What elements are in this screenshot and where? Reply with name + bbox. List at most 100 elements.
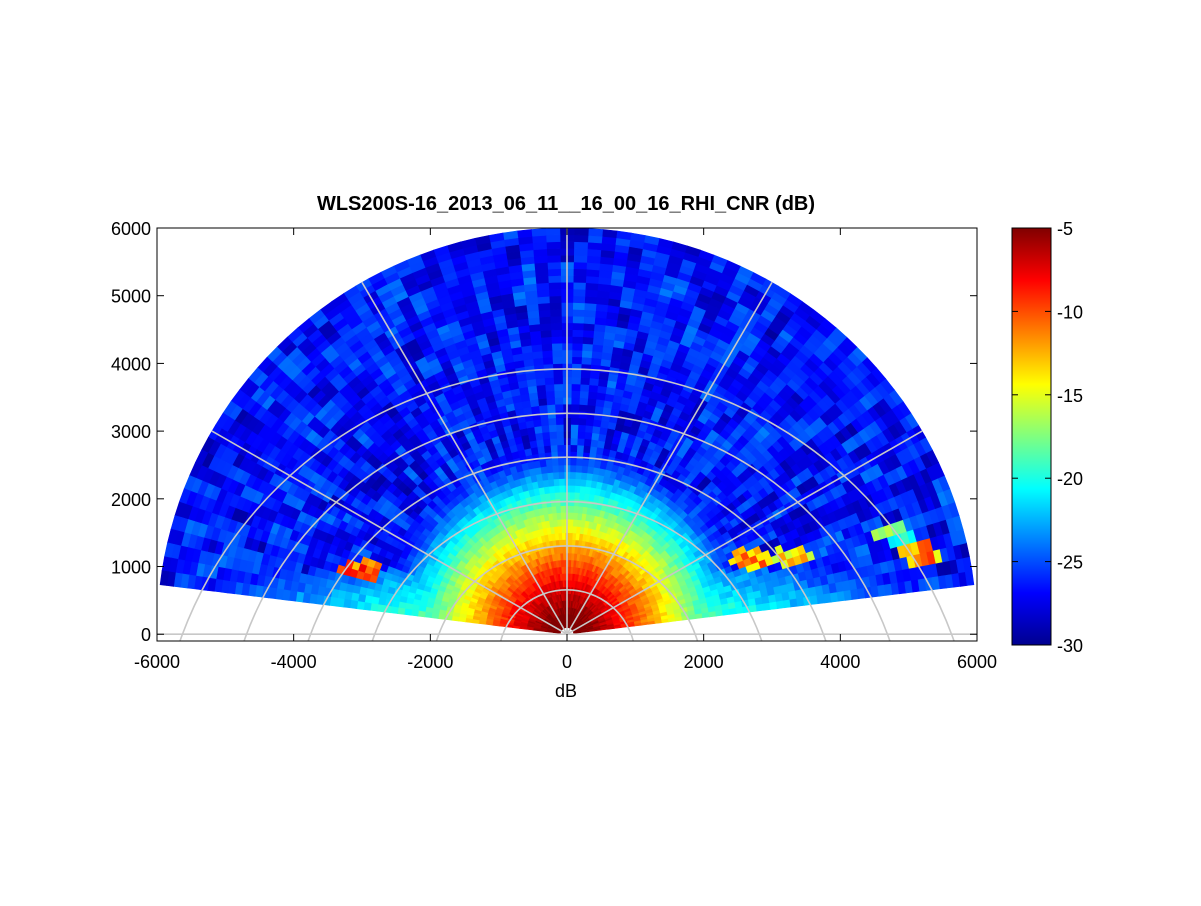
cnr-cell bbox=[574, 248, 588, 255]
cnr-cell bbox=[418, 611, 426, 617]
cnr-cell bbox=[578, 411, 586, 418]
cnr-cell bbox=[574, 242, 588, 249]
cnr-cell bbox=[587, 405, 596, 413]
x-tick-label: -6000 bbox=[134, 652, 180, 672]
cnr-cell bbox=[534, 256, 548, 264]
cnr-cell bbox=[581, 466, 588, 473]
cnr-cell bbox=[535, 269, 548, 277]
cnr-cell bbox=[533, 419, 541, 427]
cnr-cell bbox=[588, 235, 602, 243]
cnr-cell bbox=[586, 412, 594, 420]
cnr-cell bbox=[546, 391, 555, 398]
cnr-cell bbox=[573, 296, 585, 303]
cnr-cell bbox=[543, 357, 553, 364]
cnr-cell bbox=[577, 445, 584, 452]
cnr-cell bbox=[555, 397, 563, 404]
cnr-cell bbox=[602, 230, 617, 238]
cnr-cell bbox=[404, 609, 412, 616]
cnr-cell bbox=[575, 486, 581, 493]
cnr-cell bbox=[544, 371, 554, 378]
cnr-cell bbox=[547, 262, 560, 269]
cnr-cell bbox=[548, 275, 561, 282]
cnr-cell bbox=[581, 371, 591, 378]
cnr-cell bbox=[575, 479, 581, 486]
cnr-cell bbox=[572, 350, 582, 357]
cnr-cell bbox=[552, 343, 562, 350]
cnr-cell bbox=[587, 466, 594, 474]
cnr-cell bbox=[569, 512, 573, 519]
cnr-cell bbox=[571, 377, 580, 384]
cnr-cell bbox=[590, 371, 600, 379]
cnr-cell bbox=[547, 248, 561, 255]
cnr-cell bbox=[584, 303, 596, 311]
cnr-cell bbox=[559, 479, 565, 486]
cnr-cell bbox=[570, 438, 577, 445]
cnr-cell bbox=[540, 418, 548, 426]
cnr-cell bbox=[535, 371, 545, 379]
y-tick-label: 4000 bbox=[111, 354, 151, 374]
cnr-cell bbox=[552, 465, 558, 472]
cnr-cell bbox=[557, 445, 564, 452]
cnr-cell bbox=[550, 316, 561, 323]
cnr-cell bbox=[572, 526, 576, 533]
cnr-cell bbox=[551, 323, 562, 330]
colorbar bbox=[1012, 228, 1051, 645]
cnr-cell bbox=[573, 303, 585, 310]
cnr-cell bbox=[560, 492, 565, 499]
cnr-cell bbox=[573, 513, 578, 520]
cnr-cell bbox=[568, 546, 571, 553]
cnr-cell bbox=[569, 519, 573, 526]
cnr-cell bbox=[538, 303, 550, 311]
cnr-cell bbox=[578, 418, 586, 425]
cnr-cell bbox=[548, 269, 561, 276]
x-tick-label: 4000 bbox=[820, 652, 860, 672]
cnr-cell bbox=[397, 608, 405, 615]
cnr-cell bbox=[551, 330, 562, 337]
cnr-cell bbox=[555, 411, 563, 418]
cnr-cell bbox=[573, 289, 585, 296]
cnr-cell bbox=[532, 235, 546, 243]
cnr-cell bbox=[583, 323, 594, 331]
colorbar-tick-label: -20 bbox=[1057, 469, 1083, 489]
cnr-cell bbox=[574, 228, 589, 235]
cnr-cell bbox=[540, 323, 551, 331]
cnr-cell bbox=[452, 616, 459, 621]
y-tick-label: 5000 bbox=[111, 287, 151, 307]
colorbar-tick-label: -10 bbox=[1057, 302, 1083, 322]
cnr-cell bbox=[554, 384, 563, 391]
cnr-cell bbox=[592, 426, 600, 434]
cnr-cell bbox=[535, 378, 545, 386]
cnr-cell bbox=[573, 262, 586, 269]
cnr-cell bbox=[550, 445, 557, 452]
cnr-cell bbox=[574, 492, 579, 499]
cnr-cell bbox=[539, 405, 548, 413]
cnr-cell bbox=[586, 473, 593, 481]
cnr-cell bbox=[580, 391, 589, 398]
cnr-cell bbox=[553, 479, 559, 486]
cnr-cell bbox=[552, 458, 559, 465]
cnr-cell bbox=[573, 282, 586, 289]
cnr-cell bbox=[570, 472, 576, 479]
cnr-cell bbox=[570, 465, 576, 472]
cnr-cell bbox=[544, 445, 551, 452]
cnr-cell bbox=[539, 317, 551, 325]
cnr-cell bbox=[573, 309, 585, 316]
cnr-cell bbox=[536, 283, 549, 291]
cnr-cell bbox=[431, 613, 438, 619]
cnr-cell bbox=[561, 526, 565, 533]
cnr-cell bbox=[591, 433, 599, 441]
cnr-cell bbox=[577, 438, 584, 445]
cnr-cell bbox=[572, 330, 583, 337]
cnr-cell bbox=[584, 432, 592, 439]
cnr-cell bbox=[438, 614, 445, 619]
cnr-cell bbox=[582, 337, 593, 345]
cnr-cell bbox=[572, 336, 583, 343]
cnr-cell bbox=[588, 460, 595, 468]
cnr-cell bbox=[576, 465, 582, 472]
cnr-cell bbox=[548, 418, 556, 425]
cnr-cell bbox=[586, 276, 599, 284]
cnr-cell bbox=[571, 418, 579, 425]
cnr-cell bbox=[548, 282, 561, 289]
cnr-cell bbox=[579, 398, 588, 405]
cnr-cell bbox=[573, 519, 577, 526]
